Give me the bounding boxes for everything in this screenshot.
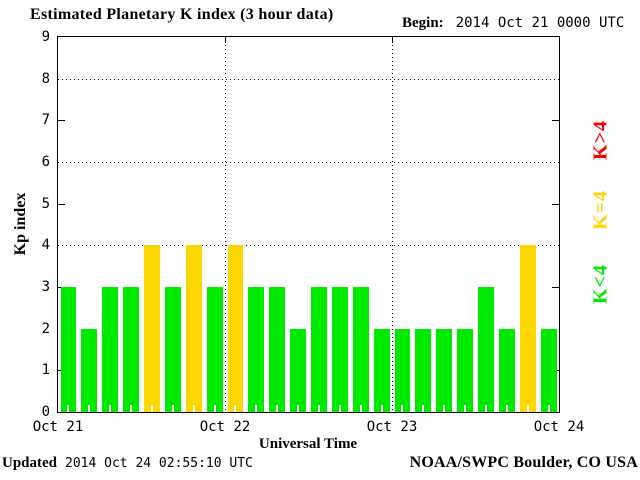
kp-bar xyxy=(102,287,119,412)
legend-item-k-lt-4: K<4 xyxy=(589,264,612,304)
kp-bar xyxy=(144,245,160,412)
x-tick-3h xyxy=(338,405,341,412)
x-tick-3h xyxy=(380,405,383,412)
kp-bar xyxy=(81,328,98,412)
x-tick-3h xyxy=(171,405,174,412)
kp-bar xyxy=(123,287,139,412)
x-tick-3h xyxy=(484,405,487,412)
x-tick-3h xyxy=(443,405,446,412)
x-day-label: Oct 22 xyxy=(199,419,251,435)
legend-item-k-gt-4: K>4 xyxy=(589,120,612,160)
kp-bar xyxy=(415,328,432,412)
kp-bar xyxy=(227,245,244,412)
x-axis-title: Universal Time xyxy=(258,436,358,452)
kp-bar xyxy=(373,328,390,412)
x-tick-3h xyxy=(505,405,508,412)
x-tick-3h xyxy=(464,405,467,412)
x-tick-3h xyxy=(276,405,279,412)
kp-bar xyxy=(540,328,557,412)
x-tick-3h xyxy=(88,405,91,412)
gridline-y-4 xyxy=(58,245,559,247)
kp-bar xyxy=(311,287,327,412)
x-tick-3h xyxy=(547,405,550,412)
kp-bar xyxy=(60,287,77,412)
kp-bar xyxy=(436,328,453,412)
x-tick-3h xyxy=(255,405,258,412)
y-axis-tick xyxy=(552,287,559,288)
kp-bar xyxy=(519,245,536,412)
begin-value: 2014 Oct 21 0000 UTC xyxy=(455,15,625,31)
kp-bar xyxy=(478,287,494,412)
top-axis-tick xyxy=(392,37,393,43)
y-tick-label: 1 xyxy=(41,362,50,379)
top-axis-tick xyxy=(225,37,226,43)
updated-value: 2014 Oct 24 02:55:10 UTC xyxy=(65,456,253,471)
y-axis-tick xyxy=(58,120,65,122)
kp-bar xyxy=(331,287,348,412)
x-tick-3h xyxy=(150,405,153,412)
kp-bar xyxy=(352,287,369,412)
y-tick-label: 0 xyxy=(41,404,50,420)
day-boundary-line xyxy=(392,37,393,412)
kp-bar xyxy=(164,287,181,412)
x-day-label: Oct 23 xyxy=(366,419,418,435)
x-day-label: Oct 21 xyxy=(32,419,84,435)
kp-bar xyxy=(206,287,223,412)
kp-bar xyxy=(290,328,306,412)
begin-label: Begin: xyxy=(402,15,444,31)
y-tick-label: 7 xyxy=(41,112,50,129)
x-tick-3h xyxy=(130,405,133,412)
x-tick-3h xyxy=(67,405,70,412)
y-tick-label: 2 xyxy=(41,320,50,337)
updated-label: Updated xyxy=(2,455,58,471)
y-tick-label: 4 xyxy=(41,237,50,254)
y-axis-tick xyxy=(552,203,559,205)
x-tick-3h xyxy=(234,405,237,412)
x-tick-3h xyxy=(422,405,425,412)
x-tick-3h xyxy=(297,405,300,412)
x-tick-3h xyxy=(526,405,529,412)
x-tick-3h xyxy=(359,405,362,412)
source-attribution: NOAA/SWPC Boulder, CO USA xyxy=(409,454,638,471)
chart-title: Estimated Planetary K index (3 hour data… xyxy=(30,6,334,23)
kp-bar xyxy=(269,287,286,412)
y-tick-label: 3 xyxy=(41,279,50,295)
day-boundary-line xyxy=(225,37,226,412)
legend-item-k-eq-4: K=4 xyxy=(589,190,612,230)
y-axis-tick xyxy=(58,203,65,205)
kp-bar xyxy=(394,328,411,412)
gridline-y-6 xyxy=(58,162,559,163)
y-tick-label: 6 xyxy=(41,154,50,170)
gridline-y-8 xyxy=(58,78,559,80)
x-tick-3h xyxy=(213,405,216,412)
x-tick-3h xyxy=(317,405,320,412)
x-day-label: Oct 24 xyxy=(533,419,585,435)
y-tick-label: 8 xyxy=(41,70,50,87)
x-tick-3h xyxy=(401,405,404,412)
kp-bar xyxy=(248,287,265,412)
y-tick-label: 5 xyxy=(41,195,50,212)
updated-info: Updated 2014 Oct 24 02:55:10 UTC xyxy=(2,454,253,472)
x-tick-3h xyxy=(109,405,112,412)
y-tick-label: 9 xyxy=(41,29,50,45)
y-axis-tick xyxy=(552,120,559,122)
begin-info: Begin: 2014 Oct 21 0000 UTC xyxy=(402,14,624,32)
plot-area xyxy=(57,36,560,413)
x-tick-3h xyxy=(192,405,195,412)
kp-bar xyxy=(498,328,515,412)
kp-bar xyxy=(185,245,202,412)
kp-bar xyxy=(457,328,473,412)
